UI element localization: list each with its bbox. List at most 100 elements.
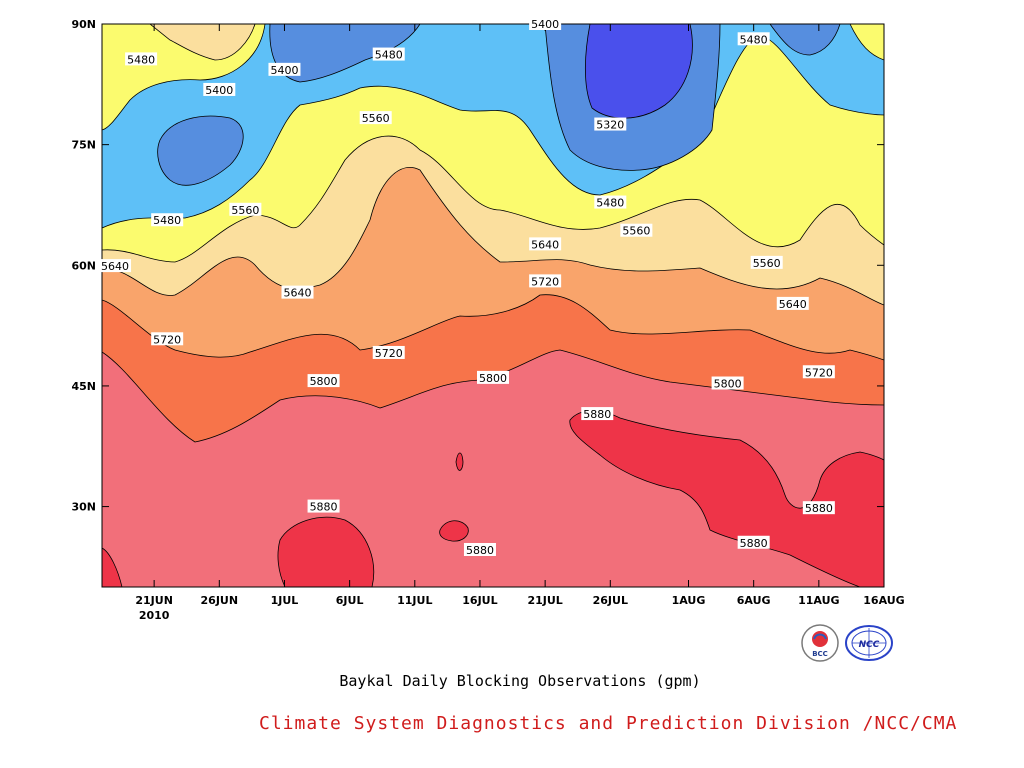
contour-label-bg [477, 370, 509, 384]
contour-label: 5320 [594, 117, 627, 132]
contour-label: 5480 [594, 195, 627, 210]
contour-label-bg [268, 62, 301, 76]
fill-above-5880-b [277, 516, 375, 587]
contour-label-bg [307, 499, 340, 513]
y-tick-label: 45N [71, 380, 96, 393]
contour-label-bg [229, 202, 262, 216]
contour-label: 5640 [776, 296, 809, 311]
contour-label-bg [372, 345, 405, 359]
contour-label-text: 5720 [375, 347, 403, 360]
contour-label-bg [620, 223, 653, 237]
contour-label: 5640 [281, 285, 314, 300]
contour-label-bg [711, 376, 744, 390]
ncc-logo-text: NCC [859, 640, 880, 650]
plot-frame [101, 23, 885, 588]
x-tick-label: 21JUL [527, 594, 562, 607]
x-year-label: 2010 [139, 609, 170, 622]
x-tick-label: 26JUN [201, 594, 239, 607]
fill-below-5320 [584, 24, 693, 119]
contour-label-text: 5640 [284, 287, 312, 300]
y-tick-label: 60N [71, 259, 96, 272]
contour-label: 5880 [581, 407, 614, 421]
contour-fills [102, 24, 884, 587]
contour-label-bg [203, 82, 236, 96]
contour-label: 5480 [125, 52, 158, 66]
contour-label-text: 5480 [153, 214, 181, 227]
contour-label-bg [529, 237, 562, 251]
ncc-logo: NCC [845, 625, 893, 661]
fill-above-5880-c [439, 520, 469, 542]
x-tick-label: 21JUN [135, 594, 173, 607]
x-tick-label: 11AUG [798, 594, 839, 607]
contour-label-bg [529, 274, 562, 288]
contour-label-text: 5720 [153, 333, 181, 346]
contour-label: 5880 [802, 501, 835, 515]
contour-label-bg [776, 296, 809, 310]
contour-label: 5880 [307, 499, 340, 514]
y-tick-label: 90N [71, 18, 96, 31]
contour-label-text: 5560 [622, 225, 650, 238]
contour-label-text: 5400 [531, 18, 559, 31]
contour-label-text: 5480 [740, 33, 768, 46]
contour-label: 5400 [203, 82, 236, 97]
credit-line: Climate System Diagnostics and Predictio… [259, 713, 958, 734]
contour-label: 5720 [151, 332, 184, 346]
axis-ticks: 21JUN 2010 26JUN 1JUL 6JUL 11JUL 16JUL 21JUL 26J… [71, 18, 904, 622]
contour-label-bg [581, 407, 614, 421]
contour-label-bg [125, 52, 158, 66]
contour-label-bg [802, 501, 835, 515]
contour-label-text: 5720 [531, 275, 559, 288]
contour-label-layer: 5480 5400 5400 5480 5400 5320 5480 5560 5480 5560… [99, 17, 835, 557]
contour-label-text: 5560 [753, 257, 781, 270]
contour-label: 5560 [359, 111, 392, 125]
contour-label-bg [750, 255, 783, 269]
fill-5320-5400-a [157, 115, 244, 186]
contour-label-text: 5880 [740, 537, 768, 550]
contour-label: 5720 [529, 274, 562, 288]
contour-label: 5800 [477, 370, 509, 385]
contour-label: 5720 [372, 345, 405, 360]
contour-label: 5480 [151, 213, 184, 227]
contour-label-bg [463, 543, 496, 557]
contour-label: 5800 [307, 374, 340, 388]
contour-label-text: 5560 [362, 112, 390, 125]
fill-5320-5400-d [769, 24, 841, 56]
bcc-logo-text: BCC [812, 650, 828, 658]
contour-label: 5560 [229, 202, 262, 217]
y-tick-label: 30N [71, 501, 96, 514]
contour-label-text: 5640 [531, 238, 559, 251]
contour-label-bg [307, 374, 340, 388]
contour-label-text: 5560 [231, 204, 259, 217]
contour-label-bg [594, 117, 627, 131]
contour-label-text: 5720 [805, 366, 833, 379]
contour-label: 5880 [463, 543, 496, 557]
contour-label-bg [594, 195, 627, 209]
contour-label: 5800 [711, 376, 744, 391]
contour-label-text: 5480 [596, 197, 624, 210]
contour-label-text: 5320 [596, 119, 624, 132]
contour-label: 5640 [529, 237, 562, 251]
contour-label-text: 5400 [205, 84, 233, 97]
x-tick-label: 16JUL [462, 594, 497, 607]
contour-label: 5880 [737, 535, 770, 550]
contour-label-bg [99, 259, 132, 273]
fill-above-5880-d [455, 452, 464, 471]
contour-label-text: 5640 [779, 298, 807, 311]
contour-label-text: 5480 [127, 53, 155, 66]
contour-label-bg [529, 17, 562, 30]
contour-label: 5640 [99, 259, 132, 273]
bcc-logo: BCC [801, 624, 839, 662]
contour-label-bg [359, 111, 392, 125]
contour-label-bg [737, 32, 770, 46]
y-tick-label: 75N [71, 139, 96, 152]
contour-label-text: 5640 [101, 260, 129, 273]
fill-above-5880-a [569, 410, 884, 587]
contour-label-text: 5480 [375, 49, 403, 62]
x-tick-label: 16AUG [863, 594, 904, 607]
contour-label-bg [151, 332, 184, 346]
x-tick-label: 1AUG [672, 594, 706, 607]
x-tick-label: 1JUL [271, 594, 299, 607]
contour-label-text: 5400 [270, 64, 298, 77]
x-tick-label: 11JUL [397, 594, 432, 607]
